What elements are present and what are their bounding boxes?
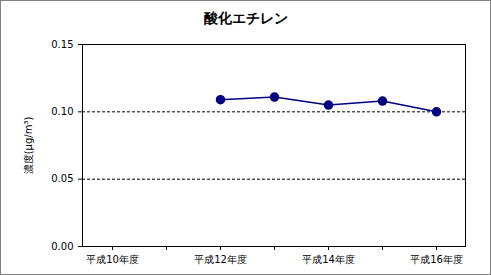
svg-text:濃度(μg/m³): 濃度(μg/m³) <box>23 117 34 175</box>
svg-text:平成10年度: 平成10年度 <box>86 254 139 265</box>
html-text:酸化エチレン: 酸化エチレン <box>203 10 288 26</box>
svg-text:平成12年度: 平成12年度 <box>194 254 247 265</box>
svg-text:0.10: 0.10 <box>51 106 73 117</box>
svg-text:平成14年度: 平成14年度 <box>302 254 355 265</box>
svg-text:0.15: 0.15 <box>51 39 73 50</box>
svg-text:0.00: 0.00 <box>51 241 73 252</box>
svg-text:平成16年度: 平成16年度 <box>410 254 463 265</box>
svg-text:0.05: 0.05 <box>51 173 73 184</box>
